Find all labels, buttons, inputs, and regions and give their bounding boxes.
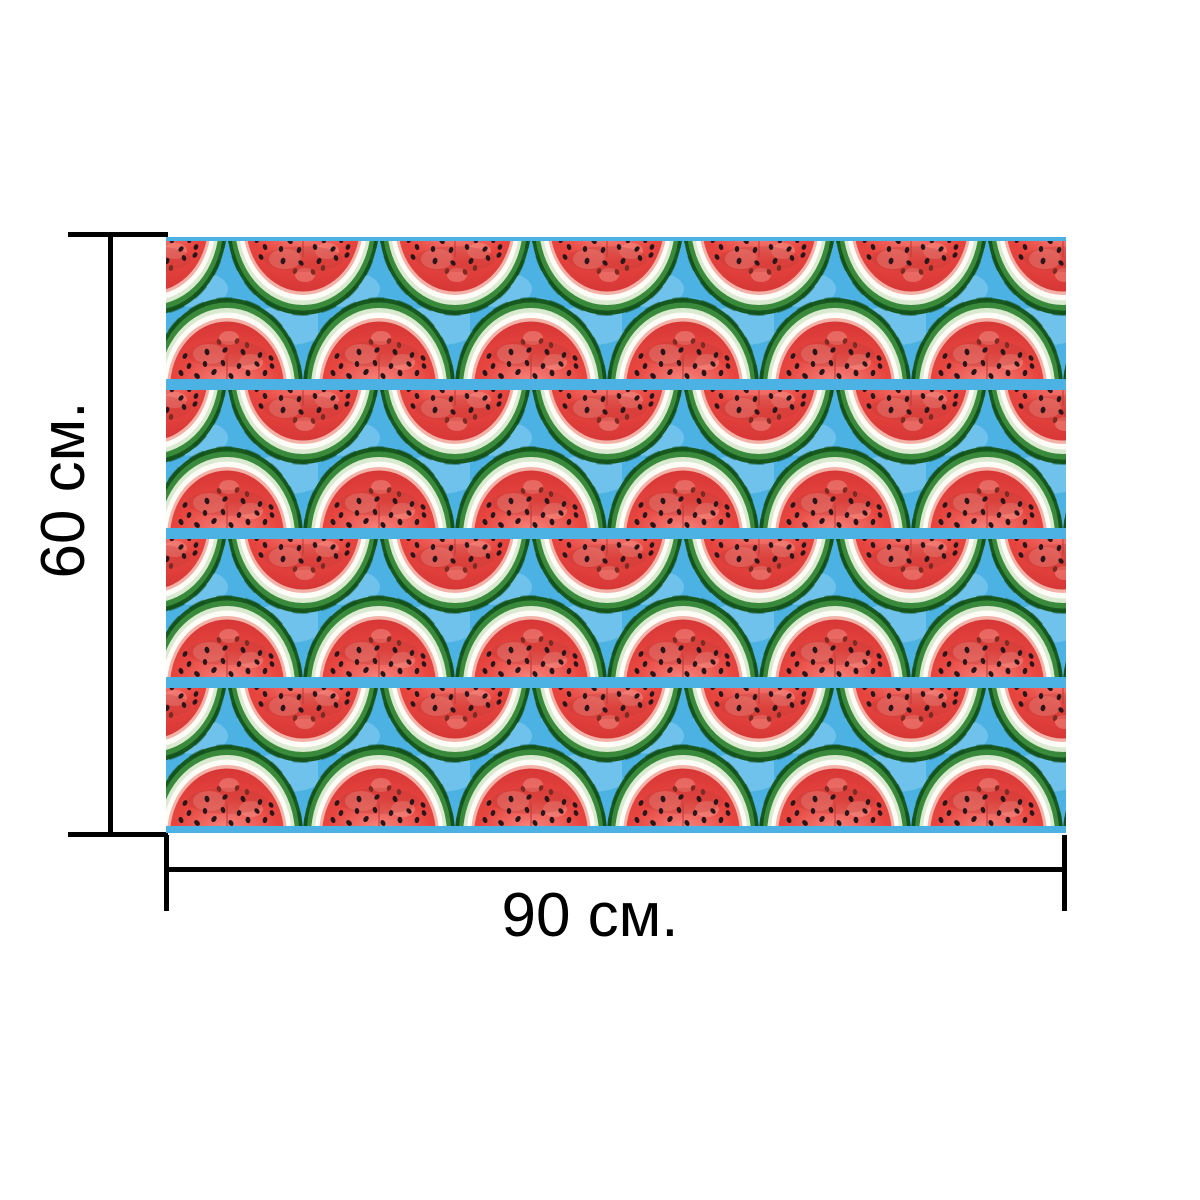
width-dimension-right-tick <box>1062 835 1067 911</box>
height-dimension-line <box>108 232 113 837</box>
watermelon-pattern-area <box>166 237 1066 833</box>
width-dimension-line <box>166 867 1064 872</box>
height-dimension-top-tick <box>68 232 168 237</box>
height-dimension-bottom-tick <box>68 832 168 837</box>
fabric-swatch <box>166 237 1066 833</box>
width-dimension-label: 90 см. <box>501 881 679 950</box>
height-dimension-label: 60 см. <box>29 401 98 579</box>
width-dimension-left-tick <box>164 835 169 911</box>
